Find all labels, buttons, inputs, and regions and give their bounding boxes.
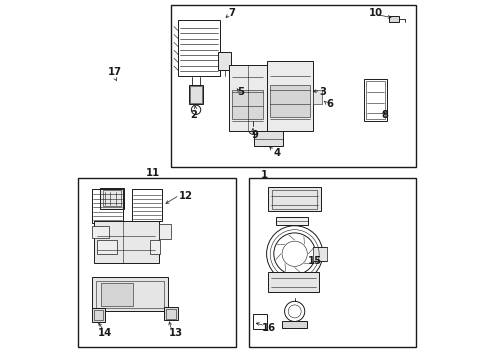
Bar [364, 79, 387, 121]
Bar [171, 5, 416, 167]
Bar [267, 61, 314, 131]
Bar [100, 188, 123, 209]
Bar [269, 272, 319, 292]
Bar [92, 277, 168, 311]
Bar [254, 131, 283, 146]
Bar [149, 240, 160, 254]
Text: 8: 8 [381, 110, 388, 120]
Text: 16: 16 [261, 323, 275, 333]
Text: 15: 15 [308, 256, 322, 266]
Bar [229, 65, 267, 131]
Text: 7: 7 [228, 8, 235, 18]
Text: 2: 2 [191, 110, 197, 120]
Bar [232, 90, 263, 119]
Bar [103, 190, 121, 206]
Bar [314, 247, 327, 261]
Bar [270, 85, 310, 117]
Bar [94, 221, 159, 263]
Bar [314, 90, 322, 104]
Bar [248, 178, 416, 347]
Bar [92, 189, 122, 223]
Bar [77, 178, 236, 347]
Text: 11: 11 [146, 168, 160, 178]
Text: 1: 1 [261, 170, 269, 180]
Bar [253, 314, 267, 329]
Bar [92, 308, 105, 322]
Text: 3: 3 [319, 87, 326, 97]
Bar [275, 217, 308, 225]
Text: 6: 6 [326, 99, 333, 109]
Text: 10: 10 [368, 8, 382, 18]
Bar [189, 85, 203, 104]
Bar [159, 224, 171, 239]
Text: 17: 17 [108, 67, 122, 77]
Bar [389, 16, 399, 22]
Text: 4: 4 [273, 148, 280, 158]
Text: 12: 12 [178, 191, 193, 201]
Bar [218, 52, 231, 70]
Bar [164, 307, 178, 320]
Bar [92, 226, 109, 238]
Bar [101, 283, 133, 306]
Text: 13: 13 [169, 328, 183, 338]
Bar [96, 281, 164, 308]
Bar [190, 86, 202, 103]
Bar [94, 310, 103, 320]
Text: 9: 9 [252, 130, 259, 140]
Bar [98, 240, 117, 254]
Text: 14: 14 [98, 328, 112, 338]
Bar [132, 189, 162, 221]
Bar [272, 190, 317, 209]
Bar [269, 187, 320, 211]
Bar [166, 309, 176, 319]
Text: 5: 5 [237, 87, 244, 97]
Bar [366, 81, 386, 119]
Bar [178, 20, 220, 76]
Bar [282, 321, 307, 328]
